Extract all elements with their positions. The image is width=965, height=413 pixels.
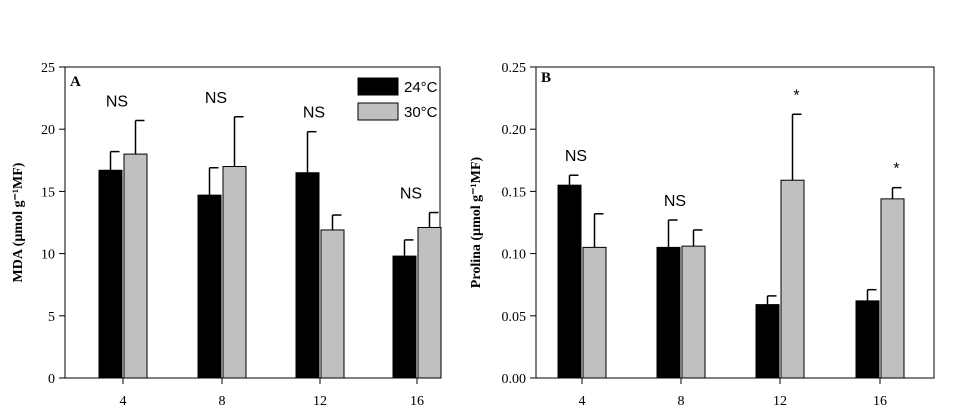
significance-label: NS — [303, 105, 325, 122]
significance-label: NS — [205, 90, 227, 107]
x-tick-label: 16 — [873, 394, 887, 409]
x-tick-label: 8 — [219, 394, 226, 409]
significance-label: NS — [565, 148, 587, 165]
x-tick-label: 8 — [678, 394, 685, 409]
panel-A: 0 5 10 15 20 25 4 8 12 16 MDA (µmol g⁻¹MF) A NS NS NS N… — [11, 61, 442, 409]
plot-frame — [535, 66, 935, 379]
y-tick-label: 5 — [48, 310, 55, 325]
bar — [681, 245, 706, 379]
bar — [295, 172, 320, 379]
panel-label: B — [541, 70, 551, 86]
y-tick-label: 0.15 — [502, 185, 527, 200]
y-tick-label: 15 — [41, 185, 55, 200]
y-tick-label: 25 — [41, 61, 55, 76]
bar — [417, 226, 442, 379]
bar — [197, 194, 222, 379]
plot-frame — [64, 66, 441, 379]
legend: 24°C 30°C — [357, 77, 438, 121]
panel-label: A — [70, 74, 81, 90]
bar — [222, 166, 247, 379]
significance-label: * — [893, 161, 899, 178]
y-tick-label: 0.00 — [502, 372, 527, 387]
significance-label: * — [793, 87, 799, 104]
bar — [98, 169, 123, 379]
x-tick-label: 4 — [579, 394, 586, 409]
bar — [392, 255, 417, 379]
significance-label: NS — [400, 186, 422, 203]
legend-swatch — [357, 77, 399, 96]
bar — [780, 179, 805, 379]
bar — [123, 153, 148, 379]
x-tick-label: 16 — [410, 394, 424, 409]
bar — [320, 229, 345, 379]
significance-label: NS — [106, 93, 128, 110]
legend-swatch — [357, 102, 399, 121]
panel-B: 0.00 0.05 0.10 0.15 0.20 0.25 4 8 12 16 Prolina (µ… — [469, 61, 935, 409]
y-tick-label: 0.25 — [502, 61, 527, 76]
legend-label: 24°C — [404, 79, 438, 96]
y-axis-label: Prolina (µmol g⁻¹MF) — [469, 156, 484, 288]
bar — [656, 246, 681, 379]
bar — [755, 304, 780, 379]
y-tick-label: 0.20 — [502, 123, 527, 138]
bar — [582, 246, 607, 379]
y-tick-label: 0 — [48, 372, 55, 387]
y-tick-label: 0.05 — [502, 310, 527, 325]
y-tick-label: 20 — [41, 123, 55, 138]
bar — [855, 300, 880, 379]
legend-label: 30°C — [404, 104, 438, 121]
bar — [880, 198, 905, 379]
significance-label: NS — [664, 193, 686, 210]
bar — [557, 184, 582, 379]
y-axis-label: MDA (µmol g⁻¹MF) — [11, 162, 26, 282]
x-tick-label: 12 — [313, 394, 327, 409]
y-tick-label: 10 — [41, 248, 55, 263]
x-tick-label: 4 — [120, 394, 127, 409]
x-tick-label: 12 — [773, 394, 787, 409]
y-tick-label: 0.10 — [502, 248, 527, 263]
